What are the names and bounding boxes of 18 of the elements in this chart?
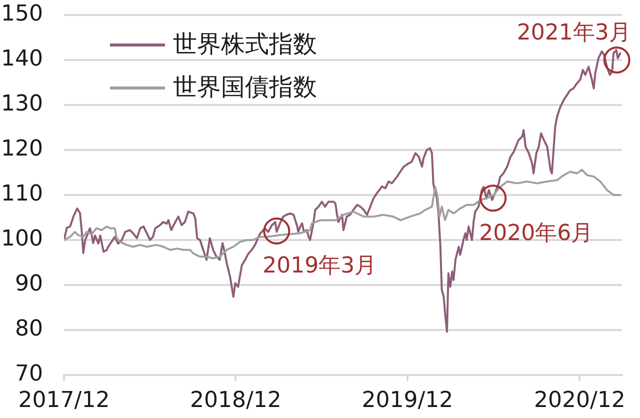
y-tick-label: 130 (1, 92, 43, 117)
y-tick-label: 70 (15, 362, 43, 387)
y-tick-label: 140 (1, 46, 43, 72)
y-tick-label: 80 (15, 316, 43, 342)
x-tick-label: 2019/12 (362, 388, 454, 413)
legend-label: 世界株式指数 (173, 30, 317, 58)
y-tick-label: 120 (1, 136, 43, 162)
annotation: 2019年3月 (262, 254, 377, 279)
y-tick-label: 150 (1, 2, 43, 27)
x-tick-label: 2018/12 (190, 388, 282, 413)
annotation: 2020年6月 (479, 220, 594, 246)
y-tick-label: 110 (1, 182, 43, 207)
x-tick-label: 2020/12 (534, 388, 626, 413)
annotation: 2021年3月 (516, 20, 631, 46)
y-tick-label: 90 (15, 272, 43, 297)
x-tick-label: 2017/12 (18, 388, 110, 413)
legend-label: 世界国債指数 (173, 73, 317, 102)
y-tick-label: 100 (1, 226, 43, 252)
